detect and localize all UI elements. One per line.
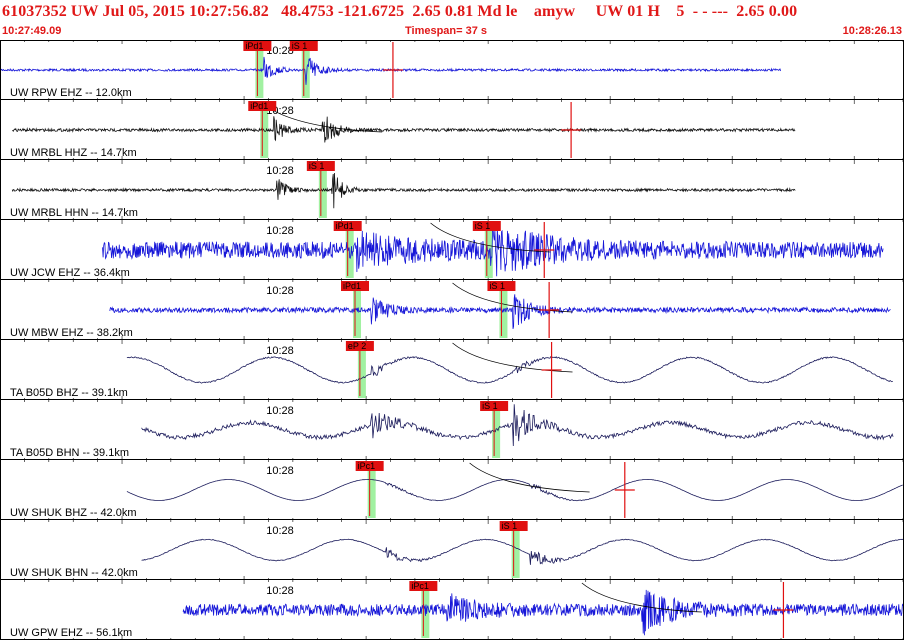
timeline-end-time: 10:28:26.13: [842, 25, 902, 37]
pick-label: iS 1: [475, 221, 491, 231]
coda-curve: [430, 222, 551, 253]
trace-row: 10:28 iPc1 UW GPW EHZ -- 56.1km: [0, 580, 904, 640]
station-label: UW MBW EHZ -- 38.2km: [10, 327, 133, 339]
minute-label: 10:28: [266, 525, 294, 537]
trace-row: 10:28 iPc1 UW SHUK BHZ -- 42.0km: [0, 460, 904, 520]
event-summary-line: 61037352 UW Jul 05, 2015 10:27:56.82 48.…: [2, 3, 798, 20]
waveform: [141, 538, 904, 565]
pick-label: iPd1: [250, 101, 268, 111]
minute-label: 10:28: [266, 45, 294, 57]
pick-label: eP 2: [348, 341, 366, 351]
pick-window: [357, 342, 366, 398]
pick-flag: [243, 41, 272, 51]
station-label: TA B05D BHN -- 39.1km: [10, 447, 129, 459]
timespan-label: Timespan= 37 s: [405, 25, 488, 37]
pick-window: [484, 222, 493, 278]
pick-label: iPc1: [411, 581, 429, 591]
waveform: [102, 223, 884, 277]
waveform: [11, 172, 796, 209]
waveform: [141, 404, 894, 447]
minute-label: 10:28: [266, 345, 294, 357]
waveform: [109, 294, 891, 329]
pick-flag: [345, 341, 374, 351]
station-label: TA B05D BHZ -- 39.1km: [10, 387, 128, 399]
pick-flag: [341, 281, 370, 291]
station-label: UW MRBL HHZ -- 14.7km: [10, 147, 137, 159]
trace-row: 10:28 iS 1 UW SHUK BHN -- 42.0km: [0, 520, 904, 580]
station-label: UW SHUK BHZ -- 42.0km: [10, 507, 137, 519]
event-header: 61037352 UW Jul 05, 2015 10:27:56.82 48.…: [0, 0, 904, 40]
pick-label: iS 1: [489, 281, 505, 291]
pick-window: [367, 462, 376, 518]
pick-flag: [480, 401, 509, 411]
pick-flag: [333, 221, 362, 231]
trace-row: 10:28 iPd1 iS 1 UW JCW EHZ -- 36.4km: [0, 220, 904, 280]
waveform: [126, 355, 893, 384]
waveform: [12, 116, 796, 143]
pick-window: [345, 222, 354, 278]
pick-flag: [472, 221, 501, 231]
pick-label: iS 1: [482, 401, 498, 411]
pick-label: iPd1: [336, 221, 354, 231]
trace-row: 10:28 eP 2 TA B05D BHZ -- 39.1km: [0, 340, 904, 400]
pick-flag: [487, 281, 516, 291]
minute-label: 10:28: [266, 465, 294, 477]
pick-flag: [499, 521, 528, 531]
pick-flag: [409, 581, 438, 591]
coda-curve: [452, 282, 573, 313]
waveform: [0, 56, 781, 85]
minute-label: 10:28: [266, 165, 294, 177]
timeline-start-time: 10:27:49.09: [2, 25, 62, 37]
station-label: UW JCW EHZ -- 36.4km: [10, 267, 130, 279]
minute-label: 10:28: [266, 585, 294, 597]
minute-label: 10:28: [266, 405, 294, 417]
pick-label: iPd1: [245, 41, 263, 51]
coda-curve: [469, 462, 590, 493]
waveform: [126, 478, 903, 502]
trace-row: 10:28 iS 1 TA B05D BHN -- 39.1km: [0, 400, 904, 460]
pick-label: iS 1: [502, 521, 518, 531]
pick-label: iPc1: [358, 461, 376, 471]
pick-label: iS 1: [309, 161, 325, 171]
pick-flag: [248, 101, 277, 111]
coda-curve: [581, 582, 702, 613]
station-label: UW SHUK BHN -- 42.0km: [10, 567, 138, 579]
minute-label: 10:28: [266, 285, 294, 297]
trace-row: 10:28 iS 1 UW MRBL HHN -- 14.7km: [0, 160, 904, 220]
station-label: UW MRBL HHN -- 14.7km: [10, 207, 138, 219]
station-label: UW RPW EHZ -- 12.0km: [10, 87, 132, 99]
pick-flag: [306, 161, 335, 171]
station-label: UW GPW EHZ -- 56.1km: [10, 627, 132, 639]
pick-window: [301, 42, 310, 98]
pick-label: iPd1: [343, 281, 361, 291]
trace-row: 10:28 iPd1 iS 1 UW MBW EHZ -- 38.2km: [0, 280, 904, 340]
pick-label: iS 1: [292, 41, 308, 51]
pick-flag: [355, 461, 384, 471]
pick-flag: [289, 41, 318, 51]
coda-curve: [452, 342, 573, 373]
minute-label: 10:28: [266, 225, 294, 237]
pick-window: [511, 522, 520, 578]
